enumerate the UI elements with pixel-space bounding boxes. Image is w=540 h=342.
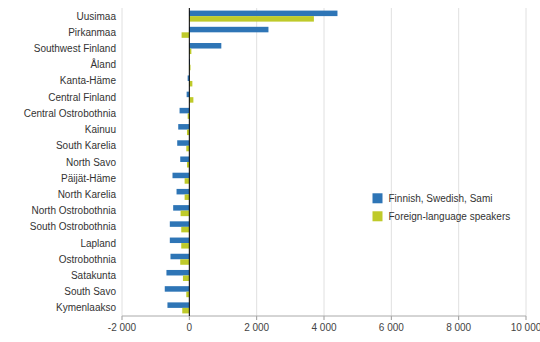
legend-swatch — [373, 193, 383, 203]
category-label: Päijät-Häme — [61, 173, 116, 184]
bar — [182, 308, 189, 314]
category-label: Kymenlaakso — [56, 302, 116, 313]
tick-label: 6 000 — [379, 322, 404, 333]
chart-svg: -2 000 0 2 000 4 000 6 000 8 000 10 000 Uusimaa… — [0, 0, 540, 342]
bar — [173, 173, 190, 179]
category-label: North Savo — [66, 157, 116, 168]
tick-mark — [122, 316, 123, 320]
legend-label: Foreign-language speakers — [389, 211, 511, 222]
tick-label: -2 000 — [108, 322, 137, 333]
tick-label: 10 000 — [511, 322, 540, 333]
bar — [178, 124, 189, 130]
bar — [183, 275, 189, 281]
bar — [166, 270, 189, 276]
tick-label: 0 — [187, 322, 193, 333]
bar — [170, 254, 189, 260]
category-label: South Savo — [64, 286, 116, 297]
bar — [180, 259, 189, 265]
legend-label: Finnish, Swedish, Sami — [389, 193, 493, 204]
category-label: Lapland — [80, 238, 116, 249]
bar — [170, 238, 190, 244]
bar — [189, 97, 193, 103]
tick-label: 4 000 — [311, 322, 336, 333]
category-label: Uusimaa — [77, 11, 117, 22]
category-label: Kainuu — [85, 124, 116, 135]
x-axis-line — [122, 316, 526, 317]
tick-label: 8 000 — [446, 322, 471, 333]
y-axis: Uusimaa Pirkanmaa Southwest Finland Åland Ka… — [24, 11, 117, 314]
tick-mark — [526, 316, 527, 320]
chart-container: -2 000 0 2 000 4 000 6 000 8 000 10 000 Uusimaa… — [0, 0, 540, 342]
category-label: Åland — [90, 58, 116, 70]
bar — [181, 211, 190, 217]
tick-mark — [189, 316, 190, 320]
grid-line — [189, 8, 190, 316]
grid-line — [122, 8, 123, 316]
category-label: South Karelia — [56, 140, 116, 151]
tick-label: 2 000 — [244, 322, 269, 333]
bar — [185, 194, 190, 200]
category-label: North Ostrobothnia — [32, 205, 117, 216]
tick-mark — [458, 316, 459, 320]
tick-mark — [324, 316, 325, 320]
zero-line — [189, 8, 190, 316]
bar — [170, 221, 190, 227]
tick-mark — [256, 316, 257, 320]
category-label: Central Ostrobothnia — [24, 108, 117, 119]
bar — [167, 302, 189, 308]
grid-line — [391, 8, 392, 316]
category-label: Kanta-Häme — [60, 75, 117, 86]
category-label: Central Finland — [48, 92, 116, 103]
bar — [189, 43, 221, 49]
bar — [180, 108, 190, 114]
legend-swatch — [373, 211, 383, 221]
bar — [173, 205, 189, 211]
x-axis: -2 000 0 2 000 4 000 6 000 8 000 10 000 — [108, 316, 540, 333]
tick-mark — [391, 316, 392, 320]
grid — [122, 8, 526, 316]
category-label: South Ostrobothnia — [30, 221, 117, 232]
category-label: North Karelia — [58, 189, 117, 200]
bars — [165, 11, 338, 314]
category-label: Southwest Finland — [34, 43, 116, 54]
bar — [165, 286, 190, 292]
bar — [182, 32, 190, 38]
bar — [181, 227, 189, 233]
bar — [189, 27, 268, 33]
grid-line — [256, 8, 257, 316]
bar — [189, 11, 337, 17]
category-label: Ostrobothnia — [59, 254, 117, 265]
grid-line — [526, 8, 527, 316]
bar — [189, 16, 314, 22]
grid-line — [458, 8, 459, 316]
bar — [185, 178, 190, 184]
category-label: Pirkanmaa — [68, 27, 116, 38]
category-label: Satakunta — [71, 270, 116, 281]
grid-line — [324, 8, 325, 316]
bar — [180, 156, 189, 162]
bar — [177, 189, 190, 195]
bar — [177, 140, 189, 146]
legend: Finnish, Swedish, Sami Foreign-language s… — [373, 193, 511, 222]
bar — [181, 243, 189, 249]
